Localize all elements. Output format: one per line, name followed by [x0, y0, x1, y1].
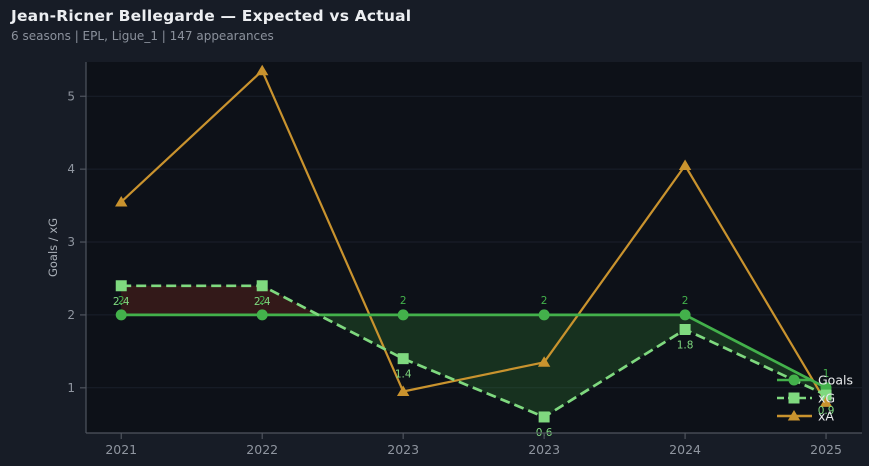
xg-marker [679, 323, 691, 335]
goals-marker [679, 309, 691, 321]
goals-line [121, 313, 827, 389]
xg-value-label: 1.4 [395, 369, 412, 381]
x-tick-label: 2025 [810, 442, 842, 457]
goals-marker [538, 309, 550, 321]
x-tick-label: 2024 [669, 442, 701, 457]
chart-title: Jean-Ricner Bellegarde — Expected vs Act… [11, 7, 412, 25]
fill-xg-over-goals [121, 285, 319, 315]
xg-value-label: 2.4 [113, 296, 130, 308]
y-tick-label: 4 [67, 162, 75, 176]
xa-marker [678, 159, 692, 171]
xg-marker [256, 280, 268, 292]
y-tick-label: 5 [67, 89, 75, 103]
xg-value-label: 1.8 [677, 339, 694, 351]
goals-value-label: 2 [682, 295, 689, 307]
xg-value-label: 0.9 [818, 405, 835, 417]
goals-value-label: 2 [541, 295, 548, 307]
y-tick-label: 3 [67, 235, 75, 249]
legend-item-xg: xG [818, 391, 835, 406]
xg-marker [538, 411, 550, 423]
xg-value-label: 2.4 [254, 296, 271, 308]
xa-line [120, 69, 828, 403]
xg-line [121, 284, 827, 419]
goals-marker [256, 309, 268, 321]
goals-value-label: 1 [823, 368, 830, 380]
y-axis-label: Goals / xG [46, 218, 60, 277]
legend-item-xa: xA [818, 409, 834, 424]
goals-value-label: 2 [400, 295, 407, 307]
goals-value-label: 2 [259, 295, 266, 307]
x-tick-label: 2023 [387, 442, 419, 457]
legend-goals-marker-icon [788, 374, 800, 386]
goals-marker [115, 309, 127, 321]
xg-marker [820, 389, 832, 401]
xa-marker [819, 396, 833, 407]
xa-marker [115, 195, 128, 207]
xa-marker [537, 356, 551, 367]
chart-subtitle: 6 seasons | EPL, Ligue_1 | 147 appearanc… [11, 29, 274, 43]
fill-goals-over-xg [318, 314, 827, 417]
y-tick-label: 2 [67, 308, 75, 322]
xa-marker [256, 64, 269, 76]
goals-value-label: 2 [118, 295, 125, 307]
legend-xa-marker-icon [787, 410, 801, 421]
chart-header: Jean-Ricner Bellegarde — Expected vs Act… [11, 7, 411, 43]
legend-item-goals: Goals [818, 373, 853, 388]
goals-marker [397, 309, 409, 321]
y-tick-label: 1 [67, 381, 75, 395]
legend-xg-marker-icon [788, 392, 800, 404]
xg-marker [115, 280, 127, 292]
x-tick-label: 2022 [246, 442, 278, 457]
xg-marker [397, 353, 409, 365]
x-tick-label: 2023 [528, 442, 560, 457]
xa-marker [396, 385, 410, 396]
x-tick-label: 2021 [105, 442, 137, 457]
